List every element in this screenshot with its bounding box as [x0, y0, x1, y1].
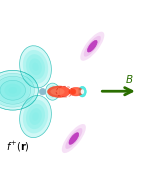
- Text: $f^{+}(\mathbf{r})$: $f^{+}(\mathbf{r})$: [6, 140, 29, 154]
- Ellipse shape: [39, 88, 46, 95]
- Ellipse shape: [70, 89, 76, 94]
- Ellipse shape: [69, 87, 83, 96]
- Ellipse shape: [87, 40, 97, 52]
- Ellipse shape: [65, 128, 82, 149]
- Ellipse shape: [0, 77, 30, 104]
- Ellipse shape: [69, 133, 79, 144]
- Ellipse shape: [0, 74, 34, 107]
- Text: $\mathit{B}$: $\mathit{B}$: [125, 73, 133, 84]
- Ellipse shape: [23, 50, 48, 84]
- Ellipse shape: [26, 104, 45, 129]
- Ellipse shape: [23, 100, 48, 133]
- Ellipse shape: [79, 86, 86, 97]
- Ellipse shape: [48, 86, 70, 97]
- Ellipse shape: [80, 32, 104, 61]
- Ellipse shape: [49, 87, 56, 96]
- Ellipse shape: [45, 83, 60, 100]
- Ellipse shape: [0, 80, 26, 100]
- Ellipse shape: [26, 54, 45, 79]
- Ellipse shape: [62, 124, 86, 153]
- Ellipse shape: [29, 58, 42, 75]
- Ellipse shape: [84, 36, 101, 57]
- Ellipse shape: [29, 108, 42, 125]
- Ellipse shape: [72, 89, 80, 94]
- Ellipse shape: [81, 89, 84, 94]
- Ellipse shape: [20, 95, 51, 138]
- Ellipse shape: [50, 88, 65, 95]
- Ellipse shape: [0, 70, 38, 110]
- Ellipse shape: [4, 84, 21, 97]
- Ellipse shape: [20, 46, 51, 88]
- Ellipse shape: [47, 85, 58, 98]
